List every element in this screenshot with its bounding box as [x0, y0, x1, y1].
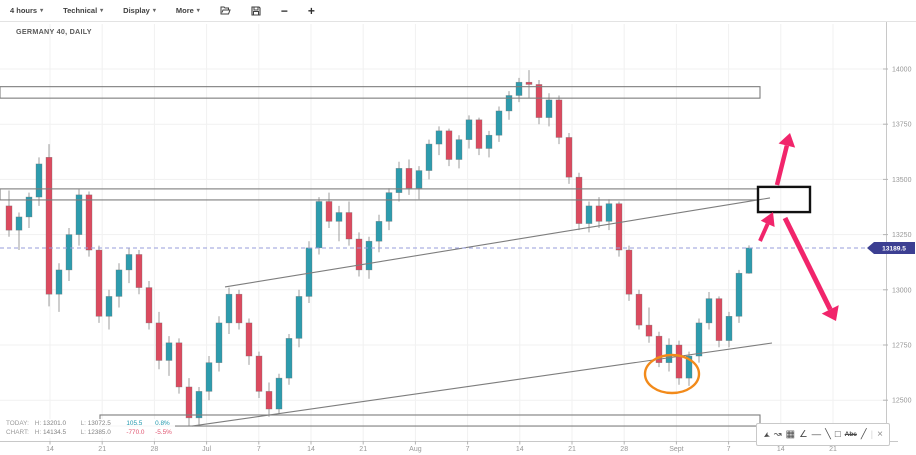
axis-frame: [0, 22, 898, 442]
technical-label: Technical: [63, 6, 98, 15]
today-low: 13072.5: [87, 420, 111, 427]
chart-low: 12385.0: [87, 428, 111, 436]
today-high: 13201.0: [42, 420, 67, 427]
grid-tool-icon[interactable]: ▦: [785, 428, 796, 440]
upper-channel-line: [224, 197, 771, 288]
svg-text:7: 7: [727, 446, 731, 453]
pointer-tool-icon[interactable]: ➤: [761, 429, 772, 441]
lower-channel-line: [191, 342, 773, 427]
trendlines[interactable]: [191, 197, 773, 427]
open-folder-icon[interactable]: [220, 6, 231, 15]
session-stats: TODAY: H: 13201.0 L: 13072.5 105.5 0.8% …: [3, 419, 175, 438]
interval-label: 4 hours: [10, 6, 38, 15]
angle-tool-icon[interactable]: ∠: [799, 428, 808, 440]
svg-text:7: 7: [257, 446, 261, 453]
svg-text:21: 21: [98, 446, 106, 453]
direction-arrows[interactable]: [758, 133, 839, 321]
svg-text:Aug: Aug: [409, 446, 422, 453]
zoom-out-button[interactable]: −: [280, 3, 288, 18]
svg-text:14: 14: [777, 446, 785, 453]
chart-gridlines: [0, 24, 886, 441]
svg-text:21: 21: [359, 446, 367, 453]
svg-text:12750: 12750: [892, 343, 912, 350]
trendline-tool-icon[interactable]: ╲: [825, 428, 831, 440]
svg-text:13500: 13500: [892, 177, 912, 184]
svg-text:28: 28: [151, 446, 159, 453]
chart-high: 14134.5: [42, 428, 67, 436]
toolbar-divider: |: [870, 428, 874, 440]
interval-dropdown[interactable]: 4 hours ▾: [10, 6, 43, 15]
text-tool-icon[interactable]: Abc: [844, 430, 857, 438]
target-box[interactable]: [756, 185, 812, 214]
chart-stats-row: CHART: H: 14134.5 L: 12385.0 -770.0 -5.5…: [6, 428, 172, 436]
zigzag-tool-icon[interactable]: ↝: [773, 428, 782, 440]
upper-resistance-zone: [0, 86, 761, 99]
more-label: More: [175, 6, 194, 15]
svg-text:21: 21: [829, 446, 837, 453]
candlestick-series: [5, 70, 753, 426]
today-label: TODAY:: [6, 420, 29, 427]
display-menu[interactable]: Display ▾: [123, 6, 156, 15]
chart-label: CHART:: [6, 428, 29, 436]
chevron-down-icon: ▾: [196, 8, 200, 14]
zoom-in-button[interactable]: +: [307, 3, 315, 18]
time-axis-labels: 14 21 28 Jul 7 14 21 Aug 7 14 21 28 Sept 7 14 21: [46, 441, 837, 453]
svg-text:13000: 13000: [892, 287, 912, 294]
chart-toolbar: 4 hours ▾ Technical ▾ Display ▾ More ▾ −…: [0, 0, 916, 22]
price-axis-labels: 14000 13750 13500 13250 13000 12750 12500: [883, 67, 912, 405]
svg-text:Jul: Jul: [202, 446, 211, 453]
svg-text:14: 14: [46, 446, 54, 453]
display-label: Display: [123, 6, 150, 15]
svg-text:21: 21: [568, 446, 576, 453]
chevron-down-icon: ▾: [100, 8, 104, 14]
mid-resistance-zone: [0, 188, 759, 201]
drawing-toolbar: ➤ ↝ ▦ ∠ — ╲ □ Abc ╱ | ×: [756, 423, 890, 446]
today-change-pct: 0.8%: [155, 420, 170, 427]
horizontal-line-tool-icon[interactable]: —: [811, 428, 822, 440]
svg-text:14000: 14000: [892, 67, 912, 74]
svg-text:12500: 12500: [892, 398, 912, 405]
more-menu[interactable]: More ▾: [176, 6, 200, 15]
chart-change-pct: -5.5%: [155, 428, 172, 436]
svg-text:13250: 13250: [892, 232, 912, 239]
ray-tool-icon[interactable]: ╱: [860, 428, 867, 440]
highlight-ellipse[interactable]: [643, 353, 701, 395]
technical-menu[interactable]: Technical ▾: [63, 6, 103, 15]
svg-text:13750: 13750: [892, 122, 912, 129]
svg-text:28: 28: [620, 446, 628, 453]
today-stats-row: TODAY: H: 13201.0 L: 13072.5 105.5 0.8%: [6, 420, 170, 427]
svg-text:13189.5: 13189.5: [882, 245, 906, 252]
chart-change: -770.0: [126, 428, 145, 436]
chevron-down-icon: ▾: [40, 8, 44, 14]
svg-text:14: 14: [307, 446, 315, 453]
svg-text:Sept: Sept: [669, 446, 683, 453]
svg-text:7: 7: [466, 446, 470, 453]
svg-text:14: 14: [516, 446, 524, 453]
today-change: 105.5: [126, 420, 143, 427]
close-icon[interactable]: ×: [877, 428, 883, 440]
save-icon[interactable]: [251, 5, 261, 16]
rectangle-tool-icon[interactable]: □: [834, 428, 841, 440]
price-badge: 13189.5: [867, 241, 915, 254]
chevron-down-icon: ▾: [152, 8, 156, 14]
instrument-title: GERMANY 40, DAILY: [16, 27, 92, 36]
